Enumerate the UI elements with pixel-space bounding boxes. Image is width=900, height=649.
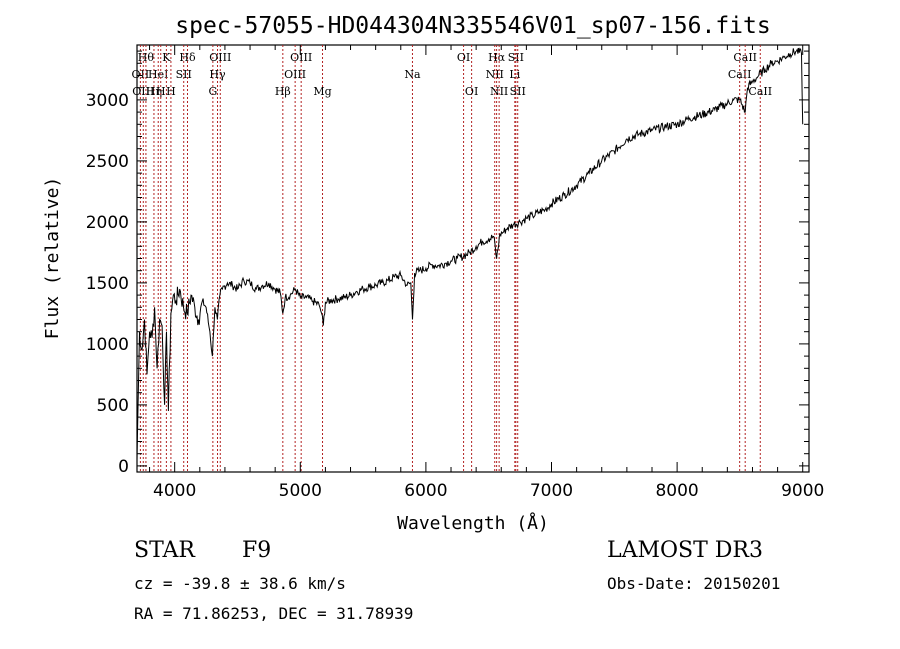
y-axis-label: Flux (relative) — [42, 177, 63, 340]
line-marker-label: NII — [490, 85, 508, 98]
coordinates-readout: RA = 71.86253, DEC = 31.78939 — [134, 604, 414, 623]
line-marker-label: CaII — [748, 85, 772, 98]
x-tick-label: 7000 — [530, 481, 573, 501]
line-marker-label: Hγ — [209, 68, 226, 81]
object-class: STAR — [134, 538, 195, 563]
y-tick-label: 3000 — [86, 91, 129, 111]
x-axis-ticks: 4000 5000 6000 7000 8000 9000 — [149, 45, 824, 501]
survey-name: LAMOST DR3 — [607, 538, 763, 563]
line-marker-label: Hδ — [179, 51, 196, 64]
x-tick-label: 4000 — [153, 481, 196, 501]
y-tick-label: 2500 — [86, 152, 129, 172]
line-marker-label: H — [156, 85, 166, 98]
line-marker-label: SII — [176, 68, 192, 81]
line-marker-label: Na — [404, 68, 421, 81]
line-marker-label: SII — [508, 51, 524, 64]
line-marker-label: CaII — [733, 51, 757, 64]
x-axis-label: Wavelength (Å) — [397, 512, 549, 534]
line-marker-label: OIII — [132, 85, 154, 98]
line-marker-label: Mg — [313, 85, 331, 98]
y-tick-label: 0 — [118, 457, 129, 477]
line-marker-label: OIII — [209, 51, 231, 64]
line-marker-label: Hθ — [138, 51, 155, 64]
y-tick-label: 1500 — [86, 274, 129, 294]
spectrum-line — [136, 47, 804, 460]
line-marker-label: OI — [465, 85, 478, 98]
line-marker-label: SII — [510, 85, 526, 98]
plot-frame — [136, 44, 810, 473]
line-marker-label: CaII — [728, 68, 752, 81]
line-marker-label: Li — [509, 68, 520, 81]
line-marker-label: K — [162, 51, 171, 64]
x-tick-label: 5000 — [279, 481, 322, 501]
line-marker-label: OII — [132, 68, 150, 81]
line-marker-label: Hα — [488, 51, 506, 64]
line-marker-label: OIII — [290, 51, 312, 64]
line-marker-label: HeI — [148, 68, 168, 81]
observation-date: Obs-Date: 20150201 — [607, 574, 781, 593]
x-tick-label: 9000 — [781, 481, 824, 501]
line-marker-label: H — [166, 85, 176, 98]
redshift-readout: cz = -39.8 ± 38.6 km/s — [134, 574, 346, 593]
object-subclass: F9 — [242, 538, 272, 563]
y-tick-label: 500 — [97, 396, 129, 416]
line-marker-label: Hβ — [275, 85, 291, 98]
y-tick-label: 1000 — [86, 335, 129, 355]
y-tick-label: 2000 — [86, 213, 129, 233]
line-marker-label: OIII — [284, 68, 306, 81]
emission-line-markers: OIIOIIIHθHηHeIHKHSIIHδGHγOIIIHβOIIIOIIIM… — [132, 45, 772, 472]
line-marker-label: NII — [486, 68, 504, 81]
chart-title: spec-57055-HD044304N335546V01_sp07-156.f… — [175, 13, 770, 39]
line-marker-label: OI — [457, 51, 470, 64]
x-tick-label: 6000 — [404, 481, 447, 501]
y-axis-ticks: 0 500 1000 1500 2000 2500 3000 — [86, 50, 809, 477]
x-tick-label: 8000 — [655, 481, 698, 501]
line-marker-label: G — [208, 85, 217, 98]
